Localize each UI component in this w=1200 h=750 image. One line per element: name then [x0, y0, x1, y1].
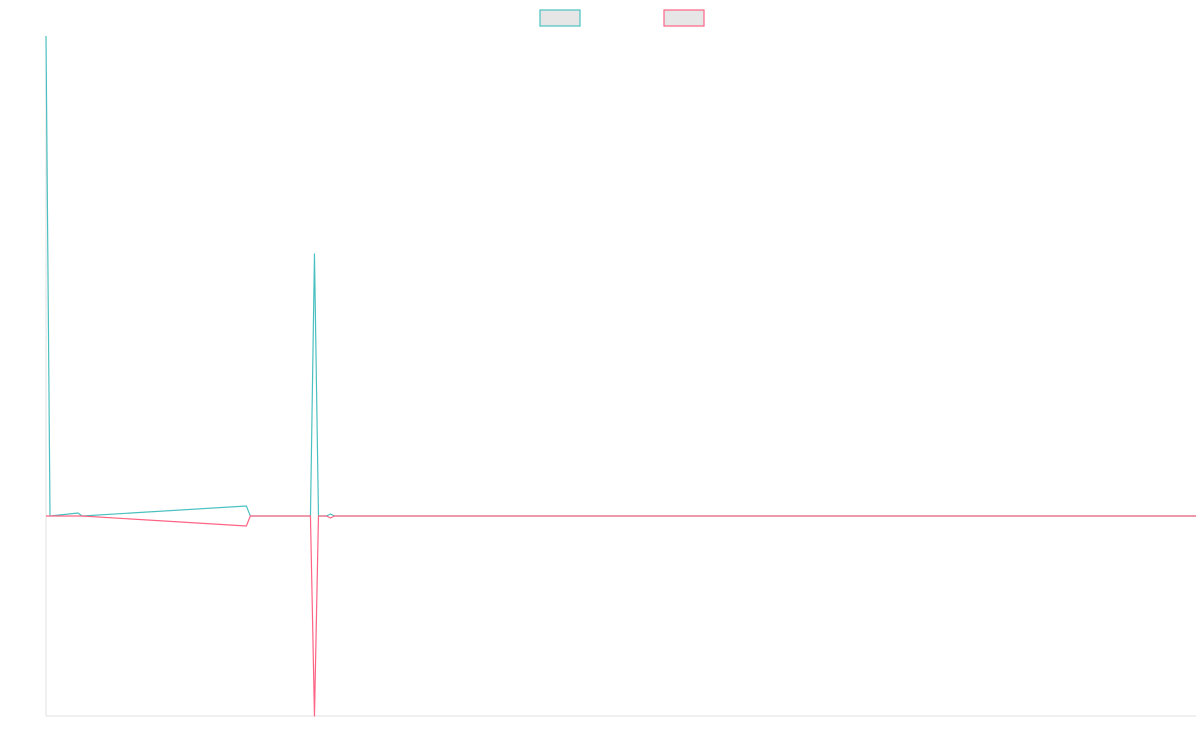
- series-line-1: [45, 35, 1196, 517]
- legend: [539, 9, 705, 27]
- series-layer: [45, 35, 1196, 717]
- legend-item-2[interactable]: [663, 9, 705, 27]
- series-line-2: [46, 515, 1196, 717]
- legend-swatch-2: [663, 9, 705, 27]
- legend-swatch-1: [539, 9, 581, 27]
- axes: [45, 36, 1196, 717]
- legend-item-1[interactable]: [539, 9, 581, 27]
